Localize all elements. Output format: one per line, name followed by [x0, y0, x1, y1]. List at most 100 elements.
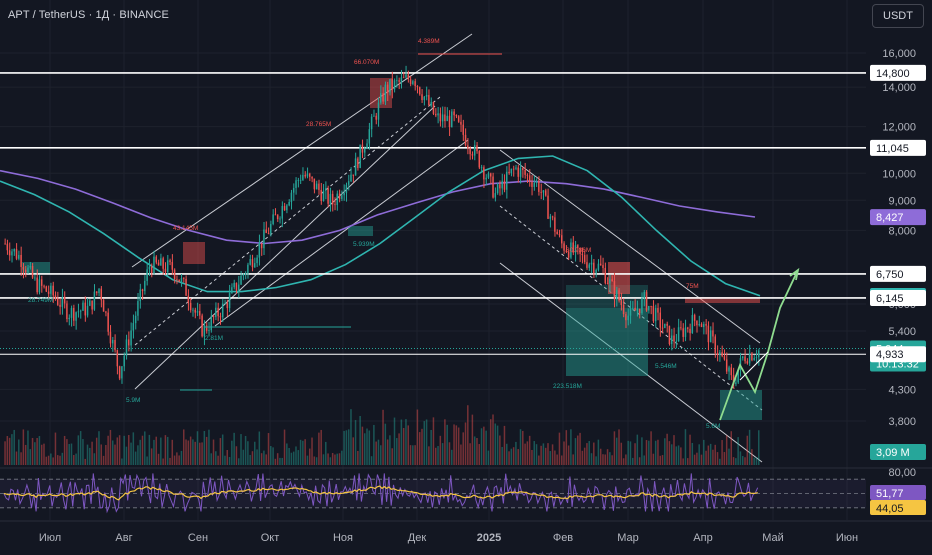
rsi-ma-line	[3, 485, 758, 501]
volume-bar	[249, 454, 251, 465]
volume-bar	[753, 457, 755, 465]
volume-bar	[265, 454, 267, 465]
volume-bar	[737, 437, 739, 465]
volume-bar	[542, 443, 545, 465]
candle-body	[457, 116, 460, 122]
candle-body	[638, 308, 641, 314]
volume-bar	[116, 437, 119, 465]
candle-body	[732, 375, 735, 385]
volume-bar	[634, 443, 636, 465]
volume-annotation: 80.936M	[566, 247, 591, 254]
candle-body	[574, 245, 577, 253]
currency-button[interactable]: USDT	[872, 4, 924, 28]
volume-bar	[425, 419, 428, 465]
volume-bar	[418, 432, 421, 465]
candle-body	[409, 79, 412, 84]
candle-body	[636, 308, 639, 311]
volume-bar	[279, 457, 281, 465]
volume-bar	[684, 429, 687, 465]
volume-bar	[421, 428, 423, 465]
volume-bar	[739, 451, 742, 465]
candle-body	[439, 113, 442, 122]
candle-body	[8, 250, 11, 256]
candle-body	[492, 176, 494, 198]
candle-body	[347, 181, 350, 185]
candle-body	[357, 158, 359, 168]
candle-body	[240, 275, 242, 285]
volume-bar	[700, 454, 703, 465]
volume-bar	[334, 454, 336, 465]
price-tick-label: 3,800	[888, 416, 916, 428]
volume-bar	[439, 435, 442, 465]
volume-bar	[565, 430, 568, 465]
volume-bar	[423, 421, 426, 465]
volume-bar	[586, 443, 588, 465]
candle-body	[171, 262, 174, 270]
candle-body	[155, 256, 157, 263]
volume-bar	[609, 452, 611, 465]
candle-body	[661, 327, 664, 329]
candle-body	[421, 94, 423, 101]
volume-bar	[89, 447, 91, 465]
volume-bar	[169, 457, 171, 465]
volume-bar	[118, 435, 121, 465]
candle-body	[517, 167, 519, 177]
volume-bar	[487, 450, 490, 465]
volume-bar	[602, 454, 604, 465]
volume-bar	[352, 437, 355, 465]
time-tick-label: Ноя	[333, 532, 353, 544]
candle-body	[581, 253, 584, 256]
volume-bar	[595, 456, 597, 465]
volume-bar	[448, 442, 451, 465]
volume-bar	[290, 452, 293, 465]
volume-bar	[29, 449, 31, 465]
volume-bar	[212, 439, 215, 465]
volume-bar	[384, 423, 387, 465]
candle-body	[295, 180, 297, 188]
volume-bar	[11, 434, 13, 465]
candle-body	[476, 145, 478, 152]
candle-body	[336, 193, 338, 205]
candle-body	[70, 307, 73, 318]
candle-body	[405, 74, 407, 78]
volume-bar	[263, 450, 265, 465]
candle-body	[146, 269, 148, 281]
volume-bar	[311, 437, 313, 465]
candle-body	[730, 367, 733, 376]
candle-body	[380, 93, 382, 103]
candle-body	[540, 191, 542, 193]
candle-body	[260, 243, 263, 249]
ma-fast-line	[0, 155, 761, 297]
volume-bar	[540, 445, 542, 465]
volume-annotation: 5.9M	[126, 397, 140, 404]
volume-bar	[386, 439, 389, 465]
candle-body	[723, 356, 726, 360]
candle-body	[453, 111, 455, 116]
volume-bar	[128, 435, 130, 465]
volume-bar	[196, 431, 199, 465]
channel-lower-line-2	[214, 139, 469, 327]
price-label-text: 8,427	[876, 212, 904, 224]
candle-body	[315, 183, 318, 190]
volume-bar	[579, 432, 581, 465]
candle-body	[609, 279, 611, 284]
volume-group	[4, 405, 760, 465]
volume-bar	[354, 420, 357, 465]
candle-body	[20, 254, 22, 267]
candle-body	[290, 192, 293, 203]
price-label-text: 6,145	[876, 293, 904, 305]
volume-bar	[150, 448, 153, 465]
candle-body	[95, 291, 98, 294]
volume-bar	[691, 442, 694, 465]
candle-body	[560, 235, 563, 244]
volume-bar	[77, 435, 80, 465]
volume-bar	[670, 444, 673, 465]
candle-body	[684, 327, 687, 337]
volume-bar	[370, 456, 373, 465]
volume-bar	[182, 429, 185, 465]
volume-bar	[728, 448, 730, 465]
candle-body	[276, 215, 279, 220]
candle-body	[604, 267, 607, 284]
